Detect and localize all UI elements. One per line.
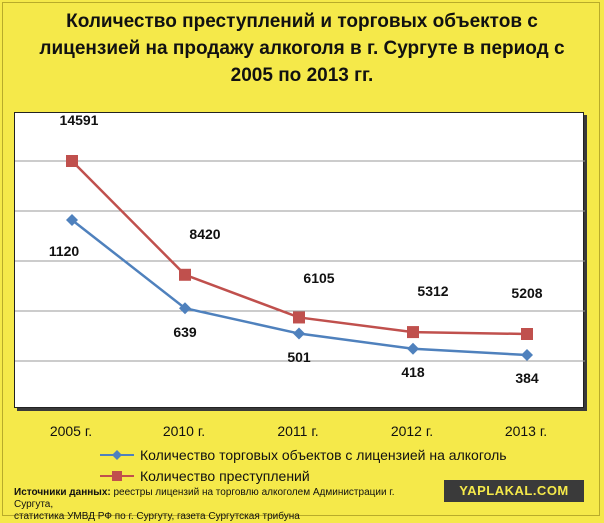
legend: Количество торговых объектов с лицензией… <box>100 444 507 486</box>
plot-area: 1120 639 501 418 384 14591 8420 6105 5312 5208 <box>14 112 585 408</box>
data-point <box>179 268 191 281</box>
data-label: 418 <box>401 364 425 380</box>
data-point <box>407 326 419 339</box>
data-label: 8420 <box>189 226 220 242</box>
chart-title: Количество преступлений и торговых объек… <box>39 11 565 86</box>
x-tick-label: 2010 г. <box>163 423 205 439</box>
data-point <box>179 302 191 315</box>
legend-label-licenses: Количество торговых объектов с лицензией… <box>140 446 507 463</box>
data-label: 639 <box>173 324 197 340</box>
x-tick-label: 2012 г. <box>391 423 433 439</box>
data-point <box>293 327 305 340</box>
data-label: 384 <box>515 370 539 386</box>
x-axis: 2005 г. 2010 г. 2011 г. 2012 г. 2013 г. <box>50 423 547 439</box>
data-point <box>407 342 419 355</box>
source-text-line2: статистика УМВД РФ по г. Сургуту, газета… <box>14 511 300 522</box>
source-label: Источники данных: <box>14 487 111 498</box>
series-line-1 <box>71 160 528 336</box>
data-point <box>521 328 533 340</box>
legend-item-licenses: Количество торговых объектов с лицензией… <box>100 444 507 465</box>
x-tick-label: 2011 г. <box>277 423 318 439</box>
legend-swatch-licenses <box>100 448 134 462</box>
data-source-note: Источники данных: реестры лицензий на то… <box>14 487 434 523</box>
source-text-line1: реестры лицензий на торговлю алкоголем А… <box>14 487 395 510</box>
legend-item-crimes: Количество преступлений <box>100 465 507 486</box>
watermark: YAPLAKAL.COM <box>444 480 584 502</box>
legend-label-crimes: Количество преступлений <box>140 467 310 484</box>
data-point <box>293 311 305 324</box>
data-label: 501 <box>287 349 311 365</box>
image-frame <box>2 2 600 516</box>
data-point <box>521 349 533 361</box>
data-label: 14591 <box>60 113 99 128</box>
chart-svg: 1120 639 501 418 384 14591 8420 6105 5312 5208 <box>15 113 585 386</box>
data-label: 5208 <box>511 285 542 301</box>
x-tick-label: 2013 г. <box>505 423 547 439</box>
legend-swatch-crimes <box>100 469 134 483</box>
x-tick-label: 2005 г. <box>50 423 92 439</box>
data-point <box>66 214 78 226</box>
data-label: 6105 <box>303 270 334 286</box>
data-point <box>66 155 78 167</box>
data-label: 5312 <box>417 283 448 299</box>
data-label: 1120 <box>49 243 80 259</box>
